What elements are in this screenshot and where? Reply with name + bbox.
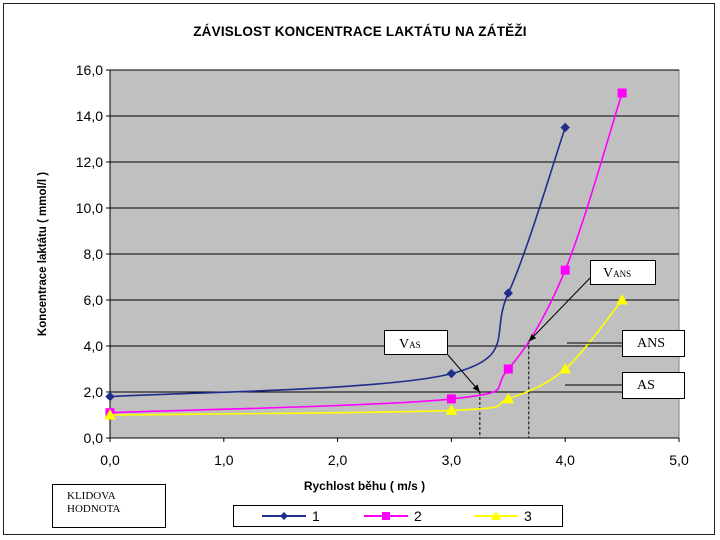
vans-label-sub: ANS: [613, 269, 632, 279]
series-1-line: [109, 127, 566, 398]
chart-title: ZÁVISLOST KONCENTRACE LAKTÁTU NA ZÁTĚŽI: [193, 24, 527, 39]
y-tick-label: 2,0: [84, 384, 104, 400]
series-3-point: [502, 392, 515, 404]
series-3-point: [445, 404, 458, 415]
series-1-point: [503, 288, 514, 298]
series-2-point: [617, 88, 627, 98]
y-tick-label: 12,0: [76, 154, 103, 170]
y-tick-label: 6,0: [84, 292, 104, 308]
legend-swatch-2: [364, 512, 408, 520]
vas-arrow-head: [472, 384, 480, 392]
series-3-point: [559, 362, 572, 374]
x-tick-label: 0,0: [100, 452, 120, 468]
x-tick-label: 4,0: [555, 452, 575, 468]
x-tick-label: 5,0: [669, 452, 689, 468]
series-3-line: [109, 299, 623, 416]
y-tick-label: 16,0: [76, 62, 103, 78]
vans-arrow-head: [528, 333, 537, 342]
vans-label-main: V: [603, 266, 614, 281]
series-2-point: [503, 364, 513, 374]
y-tick-label: 8,0: [84, 246, 104, 262]
resting-value-label: KLIDOVA HODNOTA: [52, 484, 166, 528]
x-tick-label: 2,0: [328, 452, 348, 468]
y-tick-label: 0,0: [84, 430, 104, 446]
resting-value-line1: KLIDOVA: [67, 490, 116, 502]
legend-swatch-1: [262, 512, 306, 520]
vas-label-sub: AS: [409, 340, 421, 350]
series-2-point: [446, 394, 456, 404]
vans-label: VANS: [590, 260, 656, 285]
y-tick-label: 14,0: [76, 108, 103, 124]
y-tick-label: 10,0: [76, 200, 103, 216]
x-tick-label: 1,0: [214, 452, 234, 468]
x-tick-label: 3,0: [442, 452, 462, 468]
ans-label: ANS: [622, 330, 685, 357]
legend-swatch-3: [474, 511, 518, 520]
as-label: AS: [622, 372, 685, 399]
y-axis-label: Koncentrace laktátu ( mmol/l ): [37, 172, 49, 336]
vas-arrow: [447, 354, 481, 393]
ans-label-text: ANS: [637, 336, 666, 351]
legend-label: 1: [312, 508, 320, 524]
series-2-point: [560, 265, 570, 275]
series-1-point: [560, 122, 570, 133]
series-3-point: [104, 408, 116, 420]
vas-label-main: V: [399, 337, 410, 352]
series-1-point: [446, 368, 457, 379]
as-label-text: AS: [637, 378, 655, 393]
series-2-line: [109, 92, 623, 414]
x-axis-label: Rychlost běhu ( m/s ): [304, 479, 425, 493]
legend-item-2: 2: [364, 506, 422, 526]
chart-frame: [3, 3, 715, 535]
legend-item-3: 3: [474, 506, 532, 526]
vans-arrow: [528, 277, 591, 342]
legend: 1 2 3: [233, 505, 563, 527]
series-3-point: [616, 293, 628, 305]
resting-value-line2: HODNOTA: [67, 503, 121, 515]
vas-label: VAS: [384, 330, 448, 355]
legend-label: 2: [414, 508, 422, 524]
series-1-point: [105, 391, 115, 402]
legend-item-1: 1: [262, 506, 320, 526]
y-tick-label: 4,0: [84, 338, 104, 354]
legend-label: 3: [524, 508, 532, 524]
